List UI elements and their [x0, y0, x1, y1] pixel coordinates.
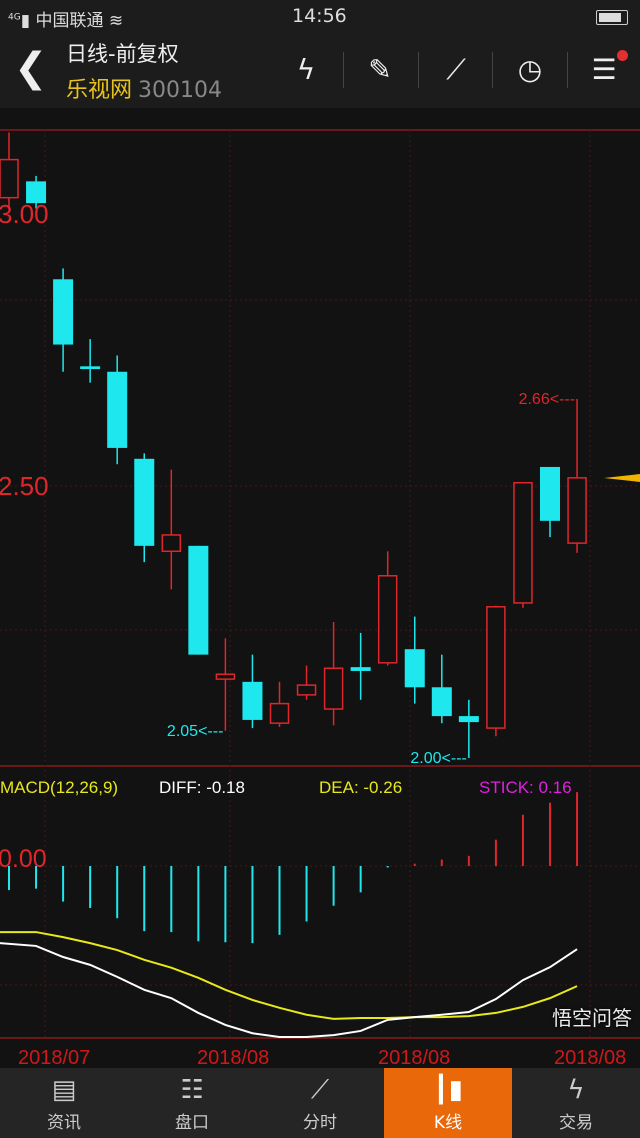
extreme-price-label: 2.05<--- — [167, 723, 223, 740]
notification-dot — [617, 50, 628, 61]
x-tick-label: 2018/08 — [378, 1047, 450, 1068]
candle-body — [188, 545, 209, 655]
macd-title: MACD(12,26,9) — [0, 778, 118, 797]
tab-1[interactable]: ☷ 盘口 — [128, 1068, 256, 1138]
candle-body — [296, 684, 317, 696]
tab-label: 交易 — [559, 1113, 593, 1133]
x-tick-label: 2018/07 — [18, 1047, 90, 1068]
wifi-icon: ≋ — [108, 11, 124, 31]
extreme-price-label: 2.66<--- — [519, 391, 575, 408]
battery-icon — [596, 10, 628, 25]
macd-stick-label: STICK: 0.16 — [479, 778, 572, 797]
candle-body — [350, 667, 371, 671]
macd-dea-line — [0, 931, 578, 1020]
candle-body — [269, 702, 290, 724]
current-price-marker — [604, 474, 640, 482]
tab-3[interactable]: ┃▮ K线 — [384, 1068, 512, 1138]
candle-body — [404, 649, 425, 688]
tab-label: 分时 — [303, 1113, 337, 1133]
intraday-icon: ⟋ — [310, 1075, 330, 1105]
divider — [418, 52, 419, 88]
x-tick-label: 2018/08 — [554, 1047, 626, 1068]
stock-name: 乐视网 — [66, 78, 133, 103]
tab-label: 资讯 — [47, 1113, 81, 1133]
candle-body — [215, 673, 236, 680]
candle-body — [323, 667, 344, 710]
extreme-price-label: 2.00<--- — [410, 750, 466, 767]
macd-diff-label: DIFF: -0.18 — [159, 778, 245, 797]
macd-dea-label: DEA: -0.26 — [319, 778, 402, 797]
flash-icon[interactable]: ϟ — [296, 53, 316, 86]
candle-body — [431, 687, 452, 717]
tab-2[interactable]: ⟋ 分时 — [256, 1068, 384, 1138]
clock-icon[interactable]: ◷ — [517, 53, 543, 86]
y-tick-label: 3.00 — [0, 199, 49, 229]
clock-time: 14:56 — [292, 5, 347, 27]
flash-icon: ϟ — [567, 1075, 585, 1105]
candle-body — [377, 575, 398, 664]
order-book-icon: ☷ — [180, 1075, 204, 1105]
watermark: 悟空问答 — [552, 1006, 632, 1030]
stock-code: 300104 — [138, 78, 222, 103]
divider — [492, 52, 493, 88]
macd-zero-label: 0.00 — [0, 845, 47, 873]
y-tick-label: 2.50 — [0, 471, 49, 501]
news-icon: ▤ — [51, 1075, 77, 1105]
back-button[interactable]: ❮ — [14, 45, 48, 91]
candle-body — [567, 477, 587, 544]
candle-body — [107, 371, 128, 448]
menu-list-icon[interactable]: ☰ — [591, 53, 617, 86]
candle-body — [53, 279, 74, 345]
bottom-tab-bar: ▤ 资讯 ☷ 盘口 ⟋ 分时 ┃▮ K线 ϟ 交易 — [0, 1068, 640, 1138]
kline-chart[interactable]: 3.00 2.50 2.66<--- 2.05<--- 2.00<--- MACD(12,… — [0, 108, 640, 1068]
candle-body — [26, 181, 47, 204]
candle-body — [486, 606, 506, 729]
divider — [343, 52, 344, 88]
candle-body — [513, 481, 533, 604]
candlestick-icon: ┃▮ — [433, 1075, 463, 1105]
candle-body — [80, 366, 101, 370]
stock-info: 乐视网 300104 — [66, 72, 222, 104]
candle-body — [134, 458, 155, 546]
tab-label: 盘口 — [175, 1113, 209, 1133]
candle-body — [161, 534, 182, 553]
header: ❮ 日线-前复权 乐视网 300104 ϟ ✎ ⟋ ◷ ☰ — [0, 34, 640, 108]
macd-diff-line — [0, 942, 578, 1038]
divider — [567, 52, 568, 88]
x-tick-label: 2018/08 — [197, 1047, 269, 1068]
carrier: 4G▮ 中国联通 ≋ — [8, 11, 124, 31]
chart-mode-title[interactable]: 日线-前复权 — [66, 42, 179, 66]
trend-line-icon[interactable]: ⟋ — [446, 53, 466, 86]
status-bar: 4G▮ 中国联通 ≋ 14:56 — [0, 0, 640, 34]
candle-body — [0, 158, 19, 199]
candle-body — [458, 716, 479, 723]
tab-4[interactable]: ϟ 交易 — [512, 1068, 640, 1138]
draw-pencil-icon[interactable]: ✎ — [368, 53, 392, 86]
tab-0[interactable]: ▤ 资讯 — [0, 1068, 128, 1138]
tab-label: K线 — [433, 1113, 463, 1133]
candle-body — [540, 466, 560, 521]
candle-body — [242, 681, 263, 720]
